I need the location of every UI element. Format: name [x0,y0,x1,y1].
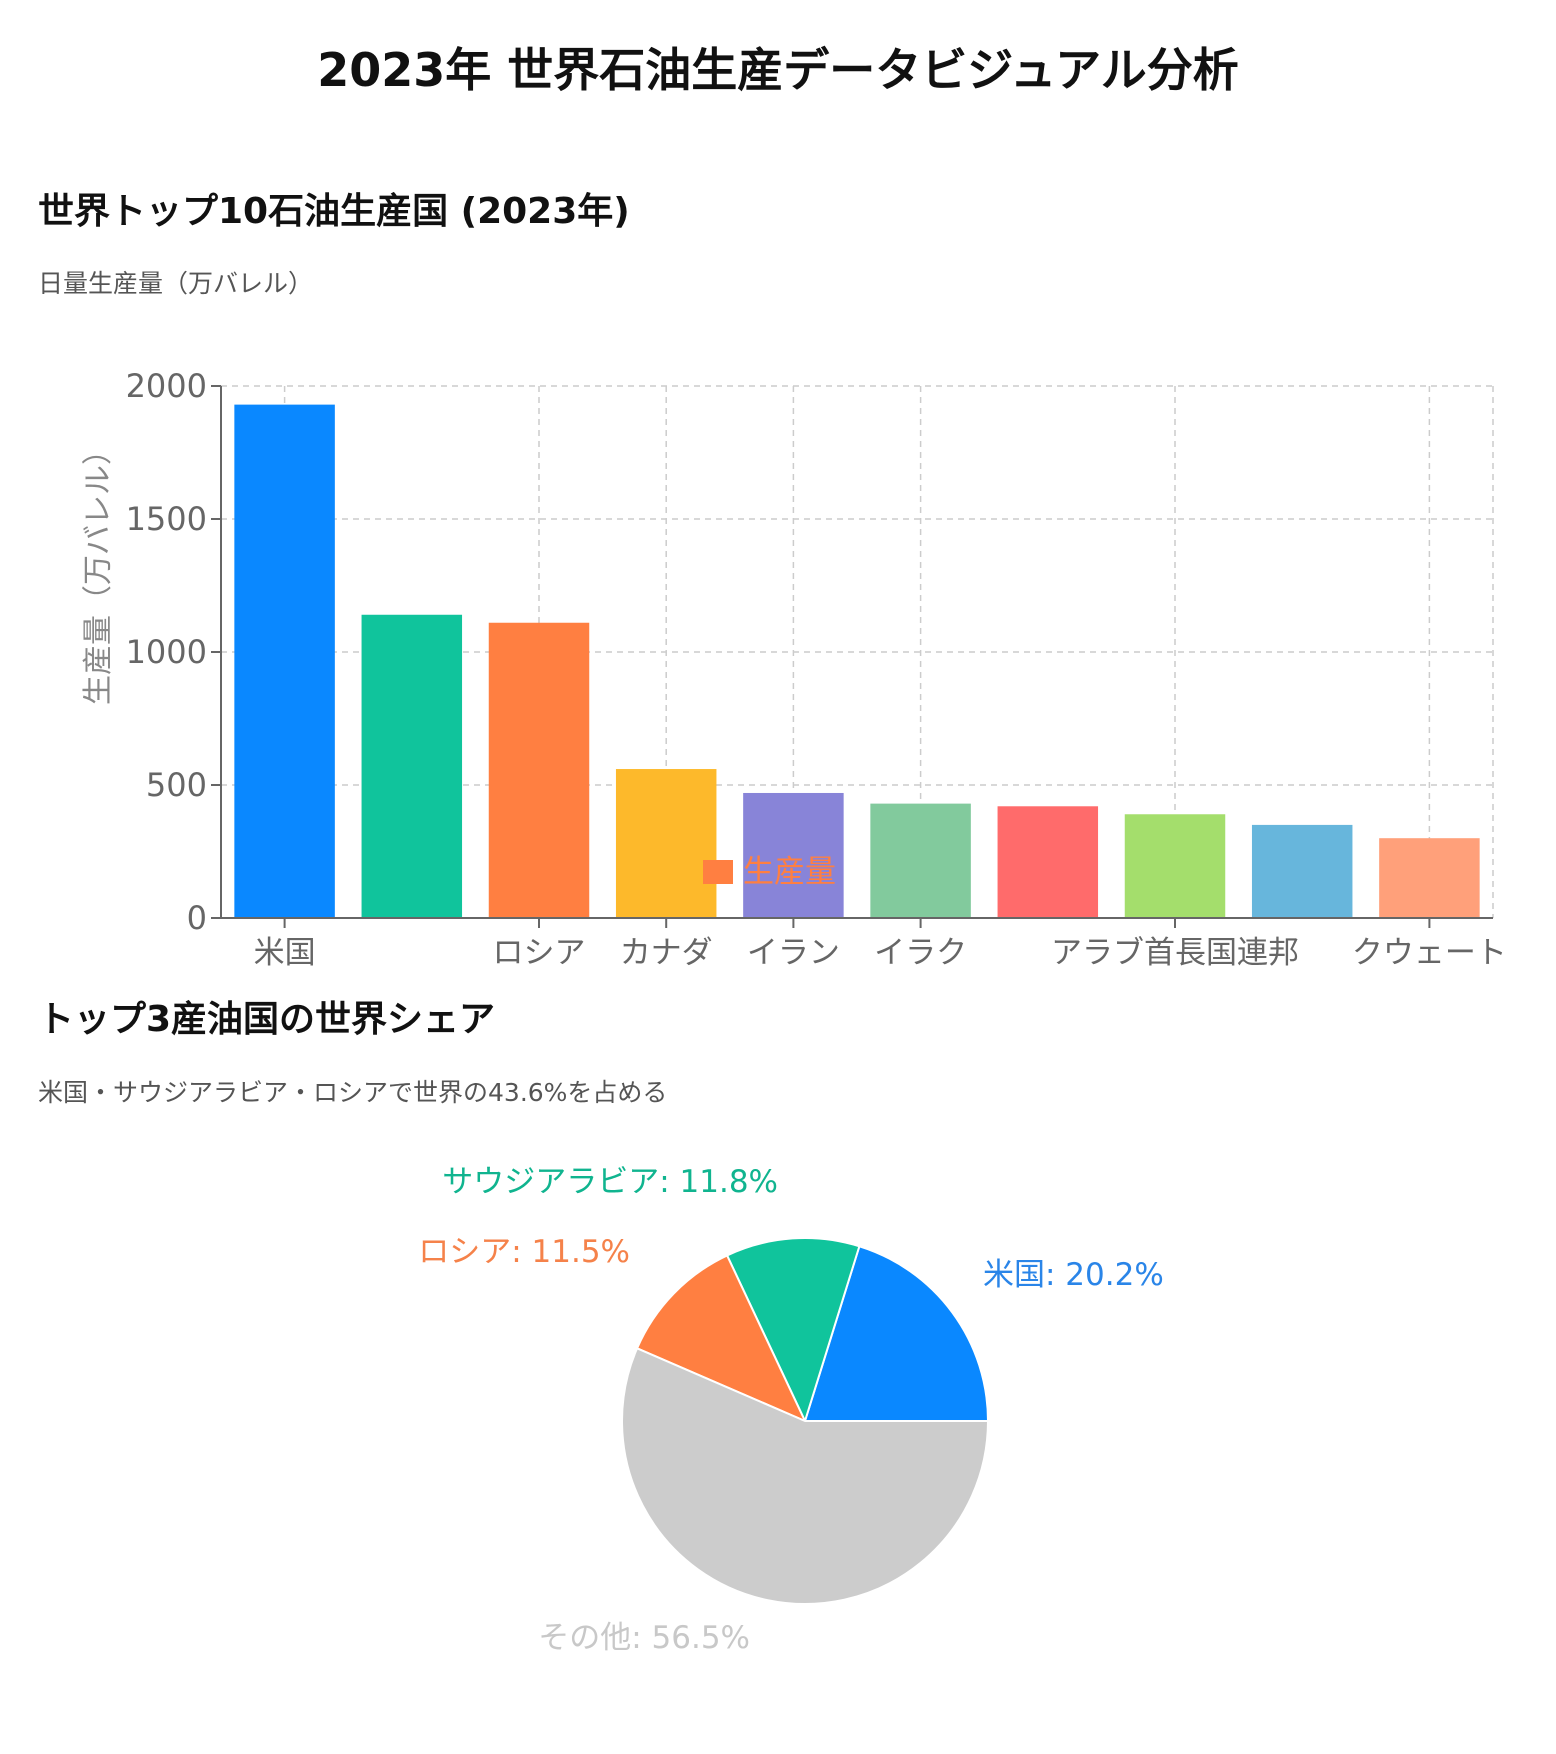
bar[interactable] [870,803,971,918]
pie-slice[interactable] [725,1237,861,1424]
bar[interactable] [361,614,463,918]
x-tick-label: イラン [747,935,840,971]
bar[interactable] [743,792,844,918]
pie-label: ロシア: 11.5% [418,1234,630,1270]
pie-chart-subtitle: 米国・サウジアラビア・ロシアで世界の43.6%を占める [38,1078,668,1107]
bar-legend[interactable]: 生産量 [703,854,836,890]
legend-label: 生産量 [743,854,836,890]
pie-slice[interactable] [635,1254,808,1423]
bar[interactable] [488,622,590,918]
bar[interactable] [997,806,1099,918]
x-tick-label: カナダ [620,935,713,971]
y-axis-label: 生産量（万バレル） [81,435,116,705]
pie-label: その他: 56.5% [538,1620,750,1656]
page-title: 2023年 世界石油生産データビジュアル分析 [317,43,1239,97]
pie-chart: 米国: 20.2% サウジアラビア: 11.8% ロシア: 11.5% その他: 56… [418,1164,1164,1656]
y-tick-label: 0 [187,899,207,937]
bar[interactable] [234,404,335,918]
bar[interactable] [1251,824,1353,918]
pie-chart-title: トップ3産油国の世界シェア [38,999,496,1040]
bar-chart-title: 世界トップ10石油生産国 (2023年) [38,191,630,232]
x-tick-label: 米国 [254,935,316,971]
y-tick-label: 2000 [126,367,207,405]
bar-chart-subtitle: 日量生産量（万バレル） [38,269,314,298]
y-tick-label: 500 [146,766,207,804]
legend-swatch [703,860,733,884]
x-tick-label: アラブ首長国連邦 [1051,935,1299,971]
x-tick-label: クウェート [1352,935,1507,971]
y-tick-label: 1000 [126,633,207,671]
x-tick-label: ロシア [493,935,586,971]
bar-chart: 0 500 1000 1500 2000 米国 ロシア カナダ イラン イラク アラブ首長国連邦 クウ… [126,367,1507,971]
bar[interactable] [615,769,717,918]
pie-label: 米国: 20.2% [983,1257,1164,1293]
y-tick-label: 1500 [126,500,207,538]
pie-slice[interactable] [803,1245,990,1422]
bar[interactable] [1124,814,1226,918]
pie-label: サウジアラビア: 11.8% [442,1164,778,1200]
bar[interactable] [1379,838,1480,918]
pie-slice[interactable] [621,1347,990,1605]
x-tick-label: イラク [874,935,967,971]
